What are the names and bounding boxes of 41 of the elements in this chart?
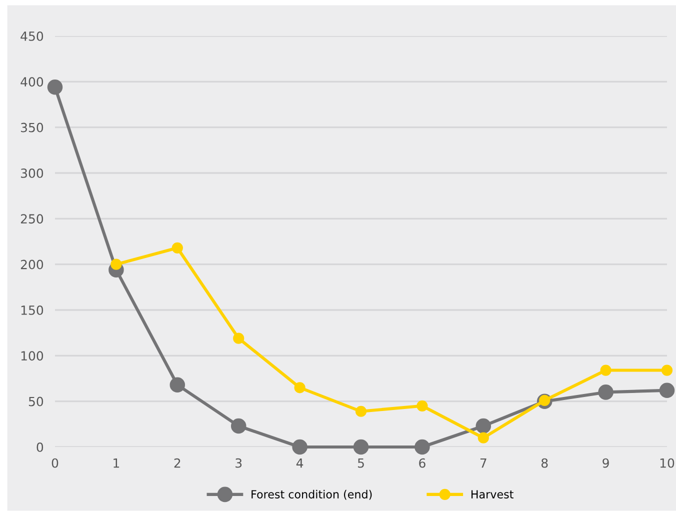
point [414,439,430,455]
point [478,432,489,444]
point [233,332,244,344]
x-tick-label: 3 [236,458,242,468]
y-tick-label: 150 [21,305,44,315]
y-tick-label: 250 [20,214,44,224]
point [292,439,308,455]
x-tick-label: 2 [174,458,180,468]
legend-label: Forest condition (end) [252,490,372,500]
y-tick-label: 450 [20,31,44,41]
y-tick-label: 400 [20,77,44,87]
point [600,364,612,376]
x-tick-label: 4 [296,458,304,468]
x-tick-label: 8 [541,458,548,468]
y-tick-label: 100 [21,351,44,361]
point [661,364,673,376]
x-tick-label: 6 [419,458,426,468]
x-tick-label: 0 [52,458,58,468]
y-tick-label: 300 [20,168,44,178]
point [476,418,492,434]
point [355,406,367,417]
point [416,400,428,412]
point [47,80,63,95]
point [598,384,614,400]
point [230,418,246,434]
x-tick-label: 9 [602,458,609,468]
point [294,382,306,394]
y-tick-label: 200 [20,260,44,270]
x-tick-label: 10 [660,458,674,468]
y-tick-label: 0 [36,442,44,452]
point [353,439,369,455]
x-tick-label: 5 [358,458,364,468]
legend-label: Harvest [472,490,514,498]
x-tick-label: 7 [480,458,486,468]
point [110,258,122,270]
point [659,382,675,398]
x-tick-label: 1 [114,458,120,468]
y-tick-label: 50 [28,396,44,406]
point [172,242,183,254]
y-tick-label: 350 [20,122,44,132]
point [170,377,186,393]
